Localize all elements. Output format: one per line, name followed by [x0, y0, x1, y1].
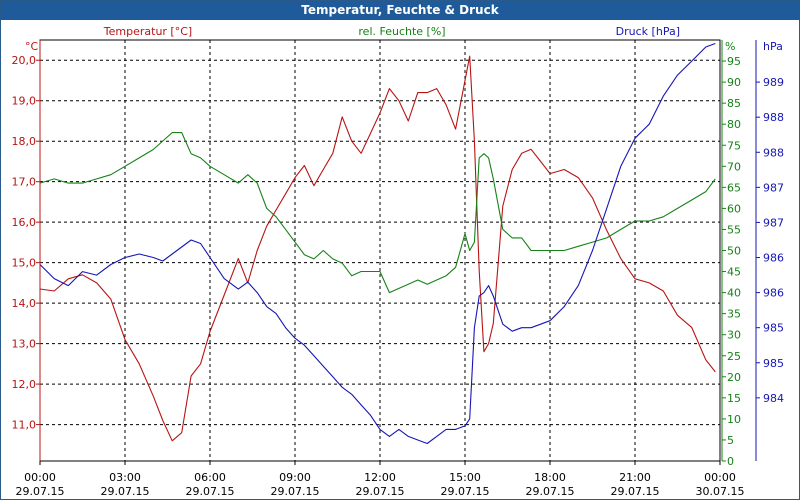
- x-tick-date: 29.07.15: [186, 485, 235, 498]
- temperature-tick-label: 16,0: [12, 216, 37, 229]
- x-tick-time: 06:00: [194, 471, 226, 484]
- pressure-tick-label: 988: [763, 111, 784, 124]
- x-tick-time: 21:00: [619, 471, 651, 484]
- pressure-tick-label: 989: [763, 76, 784, 89]
- humidity-tick-label: 85: [727, 97, 741, 110]
- humidity-tick-label: 30: [727, 329, 741, 342]
- pressure-tick-label: 988: [763, 146, 784, 159]
- temperature-unit-label: °C: [25, 40, 39, 53]
- x-tick-time: 12:00: [364, 471, 396, 484]
- humidity-tick-label: 90: [727, 76, 741, 89]
- pressure-tick-label: 987: [763, 216, 784, 229]
- pressure-series-label: Druck [hPa]: [616, 25, 680, 38]
- pressure-tick-label: 984: [763, 392, 784, 405]
- pressure-axis: 989 988 988 987 987 986 986 985 985 984: [755, 40, 784, 461]
- pressure-line: [39, 42, 716, 445]
- x-tick-date: 30.07.15: [696, 485, 745, 498]
- x-tick-date: 29.07.15: [611, 485, 660, 498]
- humidity-tick-label: 5: [727, 434, 734, 447]
- humidity-tick-label: 70: [727, 160, 741, 173]
- pressure-tick-label: 985: [763, 357, 784, 370]
- humidity-tick-label: 65: [727, 181, 741, 194]
- pressure-tick-label: 986: [763, 252, 784, 265]
- x-tick-time: 09:00: [279, 471, 311, 484]
- humidity-tick-label: 60: [727, 202, 741, 215]
- pressure-tick-label: 987: [763, 181, 784, 194]
- series-lines: [39, 42, 716, 445]
- axis-headers: °C Temperatur [°C] rel. Feuchte [%] Druc…: [25, 25, 783, 53]
- grid: [40, 40, 720, 461]
- chart-title: Temperatur, Feuchte & Druck: [1, 1, 799, 20]
- x-tick-date: 29.07.15: [16, 485, 65, 498]
- x-tick-date: 29.07.15: [271, 485, 320, 498]
- temperature-tick-label: 19,0: [12, 95, 37, 108]
- temperature-tick-label: 14,0: [12, 297, 37, 310]
- humidity-tick-label: 40: [727, 287, 741, 300]
- temperature-line: [39, 55, 716, 442]
- x-tick-time: 00:00: [704, 471, 736, 484]
- temperature-tick-label: 11,0: [12, 419, 37, 432]
- x-tick-time: 03:00: [109, 471, 141, 484]
- humidity-tick-label: 55: [727, 223, 741, 236]
- temperature-tick-label: 13,0: [12, 338, 37, 351]
- humidity-tick-label: 15: [727, 392, 741, 405]
- pressure-unit-label: hPa: [763, 40, 783, 53]
- pressure-tick-label: 986: [763, 287, 784, 300]
- humidity-unit-label: %: [725, 40, 735, 53]
- pressure-tick-label: 985: [763, 322, 784, 335]
- humidity-tick-label: 50: [727, 245, 741, 258]
- temperature-axis: 20,0 19,0 18,0 17,0 16,0 15,0 14,0 13,0 12,0 11,0: [12, 40, 41, 461]
- x-tick-date: 29.07.15: [101, 485, 150, 498]
- humidity-tick-label: 75: [727, 139, 741, 152]
- humidity-tick-label: 35: [727, 308, 741, 321]
- temperature-tick-label: 20,0: [12, 54, 37, 67]
- time-axis: 00:0029.07.1503:0029.07.1506:0029.07.150…: [16, 461, 745, 498]
- humidity-tick-label: 25: [727, 350, 741, 363]
- humidity-tick-label: 45: [727, 266, 741, 279]
- x-tick-date: 29.07.15: [526, 485, 575, 498]
- humidity-tick-label: 80: [727, 118, 741, 131]
- humidity-tick-label: 0: [727, 455, 734, 468]
- temperature-tick-label: 18,0: [12, 135, 37, 148]
- x-tick-time: 15:00: [449, 471, 481, 484]
- temperature-tick-label: 12,0: [12, 378, 37, 391]
- humidity-series-label: rel. Feuchte [%]: [358, 25, 445, 38]
- x-tick-time: 18:00: [534, 471, 566, 484]
- humidity-tick-label: 95: [727, 55, 741, 68]
- x-tick-date: 29.07.15: [441, 485, 490, 498]
- humidity-tick-label: 20: [727, 371, 741, 384]
- x-tick-time: 00:00: [24, 471, 56, 484]
- x-tick-date: 29.07.15: [356, 485, 405, 498]
- humidity-line: [39, 132, 716, 294]
- temperature-series-label: Temperatur [°C]: [103, 25, 192, 38]
- humidity-tick-label: 10: [727, 413, 741, 426]
- temperature-tick-label: 15,0: [12, 257, 37, 270]
- temperature-tick-label: 17,0: [12, 176, 37, 189]
